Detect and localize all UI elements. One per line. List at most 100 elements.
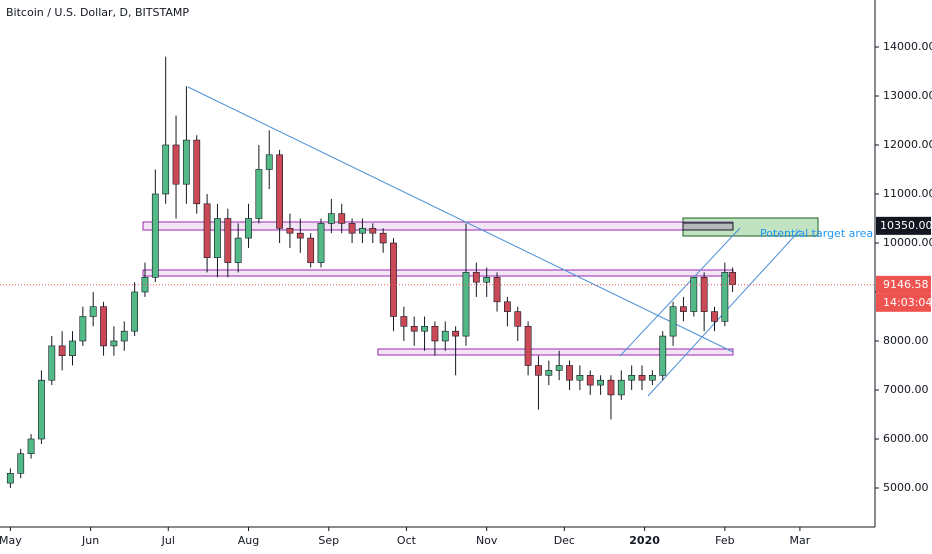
- candle-body: [700, 276, 708, 312]
- candle-body: [607, 379, 615, 396]
- y-tick-label: 7000.00: [883, 383, 929, 396]
- candle-body: [348, 223, 356, 234]
- candle-body: [359, 227, 366, 234]
- countdown-tag: [876, 293, 931, 312]
- y-tick-label: 10000.00: [883, 236, 932, 249]
- target-inner: [682, 222, 734, 231]
- last-price-label: 9146.58: [883, 278, 929, 291]
- candle-body: [110, 340, 118, 347]
- candle-body: [545, 370, 553, 376]
- support-zone: [377, 348, 734, 356]
- candle-body: [338, 213, 346, 224]
- candle-body: [6, 472, 14, 484]
- candle-body: [503, 301, 511, 312]
- y-tick-label: 5000.00: [883, 481, 929, 494]
- candle-body: [182, 139, 190, 185]
- candle-body: [452, 330, 460, 337]
- candle-body: [172, 144, 180, 185]
- candle-body: [617, 379, 625, 396]
- candle-body: [27, 438, 35, 454]
- candle-body: [659, 335, 667, 376]
- x-tick-label: Jun: [81, 534, 99, 547]
- candle-body: [317, 223, 325, 263]
- x-tick-label: May: [0, 534, 22, 547]
- candle-body: [493, 276, 501, 303]
- candle-body: [648, 374, 656, 381]
- candle-body: [669, 306, 677, 337]
- channel-line: [619, 227, 741, 357]
- x-tick-label: Mar: [790, 534, 811, 547]
- candle-body: [369, 227, 377, 234]
- y-tick-label: 13000.00: [883, 89, 932, 102]
- chart-title: Bitcoin / U.S. Dollar, D, BITSTAMP: [6, 6, 189, 19]
- candle-body: [628, 374, 636, 381]
- candle-body: [410, 325, 418, 332]
- candle-body: [79, 316, 87, 342]
- x-tick-label: Feb: [715, 534, 734, 547]
- x-tick-label: Dec: [554, 534, 575, 547]
- candle-body: [69, 340, 76, 356]
- candle-body: [462, 272, 470, 337]
- candle-body: [586, 374, 594, 386]
- candle-body: [431, 325, 439, 342]
- x-tick-label: Aug: [238, 534, 259, 547]
- candle-body: [390, 242, 397, 317]
- drawings: [142, 86, 819, 397]
- candle-body: [307, 237, 315, 263]
- candle-body: [89, 306, 97, 317]
- x-tick-label: Oct: [397, 534, 417, 547]
- candle-body: [638, 374, 646, 381]
- annotation: Potential target area: [760, 227, 873, 240]
- y-tick-label: 6000.00: [883, 432, 929, 445]
- last-price-tag: [876, 275, 931, 294]
- candle-body: [255, 169, 263, 219]
- candle-body: [483, 276, 491, 283]
- candle-body: [151, 193, 159, 278]
- candle-body: [214, 218, 221, 258]
- candle-body: [472, 272, 480, 283]
- candle-body: [421, 325, 428, 332]
- candle-body: [286, 227, 294, 234]
- candle-body: [38, 379, 45, 440]
- x-tick-label: Sep: [318, 534, 339, 547]
- candle-body: [100, 306, 107, 347]
- level-label: 10350.00: [880, 219, 932, 232]
- candle-body: [680, 306, 687, 312]
- candle-body: [400, 316, 408, 327]
- candle-body: [576, 374, 584, 381]
- support-zone: [142, 269, 734, 277]
- y-tick-label: 11000.00: [883, 187, 932, 200]
- candle-body: [566, 365, 573, 381]
- candle-body: [711, 311, 718, 322]
- candle-body: [162, 144, 170, 195]
- candle-body: [514, 311, 522, 327]
- level-tag: [876, 216, 931, 235]
- x-tick-label: Jul: [161, 534, 175, 547]
- x-tick-label: Nov: [476, 534, 498, 547]
- candle-body: [690, 276, 698, 312]
- candle-body: [524, 325, 532, 366]
- candle-body: [441, 330, 449, 342]
- candle-body: [58, 345, 66, 356]
- candle-body: [17, 453, 25, 474]
- candle-body: [729, 272, 737, 285]
- y-tick-label: 12000.00: [883, 138, 932, 151]
- x-tick-label: 2020: [629, 534, 660, 547]
- candle-body: [120, 330, 128, 342]
- candle-body: [276, 154, 283, 229]
- candle-body: [48, 345, 56, 381]
- candle-body: [131, 291, 139, 332]
- candle-body: [245, 218, 252, 239]
- candle-body: [597, 379, 604, 386]
- countdown: 14:03:04: [883, 296, 932, 309]
- candle-body: [296, 232, 304, 239]
- support-zone: [142, 221, 734, 231]
- y-tick-label: 8000.00: [883, 334, 929, 347]
- candle-body: [535, 365, 542, 376]
- candle-body: [265, 154, 273, 170]
- y-tick-label: 14000.00: [883, 40, 932, 53]
- candle-body: [721, 272, 729, 322]
- candle-body: [555, 365, 563, 371]
